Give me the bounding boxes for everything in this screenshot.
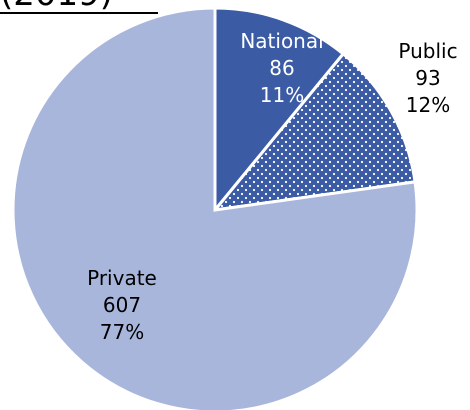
pie-slice-public (211, 51, 417, 213)
slice-value-label-national: 86 (269, 56, 294, 80)
slice-value-label-public: 93 (415, 66, 440, 90)
pie-slice-national (213, 6, 346, 215)
chart-title-clipped: (2019) (0, 0, 158, 14)
slice-percent-label-public: 12% (406, 93, 450, 117)
title-underline (0, 12, 158, 14)
slice-name-label-public: Public (398, 39, 457, 63)
slice-name-label-national: National (240, 29, 323, 53)
slice-name-label-private: Private (87, 266, 157, 290)
chart-title: (2019) (0, 0, 113, 14)
slice-value-label-private: 607 (103, 293, 141, 317)
slice-percent-label-national: 11% (260, 83, 304, 107)
slice-percent-label-private: 77% (100, 320, 144, 344)
pie-slice-private (11, 6, 419, 410)
